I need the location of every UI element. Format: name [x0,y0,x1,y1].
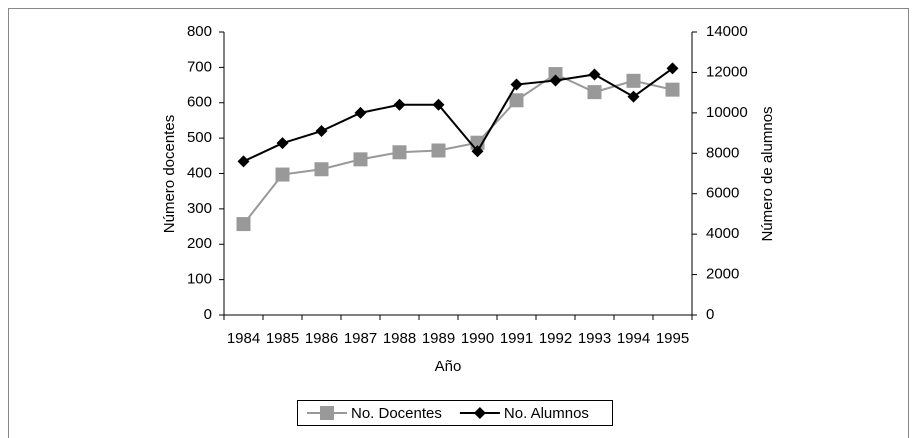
x-tick-label: 1988 [383,330,416,347]
y-tick-label: 100 [187,271,212,288]
y-tick-label: 200 [187,235,212,252]
marker [509,93,524,108]
x-tick-label: 1986 [305,330,338,347]
marker [548,67,563,82]
y2-axis-label: Número de alumnos [759,106,776,241]
marker [236,217,251,232]
marker [431,143,446,158]
y-tick-label: 700 [187,58,212,75]
marker [665,82,680,97]
chart-frame [8,8,909,438]
x-tick-label: 1987 [344,330,377,347]
y-axis-label: Número docentes [161,115,178,233]
marker [627,90,640,103]
series-line [242,72,673,225]
marker [666,62,679,75]
y-tick-label: 800 [187,23,212,40]
marker [473,407,486,419]
legend: No. Docentes No. Alumnos [297,400,613,426]
x-tick-label: 1992 [539,330,572,347]
y2-tick-label: 12000 [706,63,748,80]
marker [354,106,367,119]
marker [588,68,601,81]
legend-box [297,400,613,426]
y-tick-label: 600 [187,94,212,111]
x-tick-label: 1994 [617,330,650,347]
marker [587,85,602,100]
x-tick-label: 1995 [656,330,689,347]
marker [276,137,289,150]
y2-tick-label: 0 [706,306,714,323]
y2-tick-label: 2000 [706,266,739,283]
x-tick-label: 1991 [500,330,533,347]
legend-label: No. Alumnos [504,405,589,422]
marker [320,406,334,420]
marker [510,78,523,91]
marker [626,73,641,88]
y2-tick-label: 10000 [706,104,748,121]
y-tick-label: 500 [187,129,212,146]
marker [237,155,250,168]
series-line [243,67,674,163]
marker [549,74,562,87]
x-tick-label: 1984 [227,330,260,347]
x-tick-label: 1993 [578,330,611,347]
marker [315,125,328,138]
y2-tick-label: 6000 [706,185,739,202]
x-axis-label: Año [435,358,462,375]
y-tick-label: 0 [204,306,212,323]
legend-label: No. Docentes [351,405,442,422]
y-tick-label: 400 [187,164,212,181]
marker [275,167,290,182]
marker [392,145,407,160]
y-tick-label: 300 [187,200,212,217]
y2-tick-label: 14000 [706,23,748,40]
y2-tick-label: 4000 [706,225,739,242]
marker [353,152,368,167]
marker [471,145,484,158]
y2-tick-label: 8000 [706,144,739,161]
x-tick-label: 1989 [422,330,455,347]
x-tick-label: 1990 [461,330,494,347]
x-tick-label: 1985 [266,330,299,347]
marker [314,162,329,177]
marker [393,98,406,111]
marker [432,98,445,111]
